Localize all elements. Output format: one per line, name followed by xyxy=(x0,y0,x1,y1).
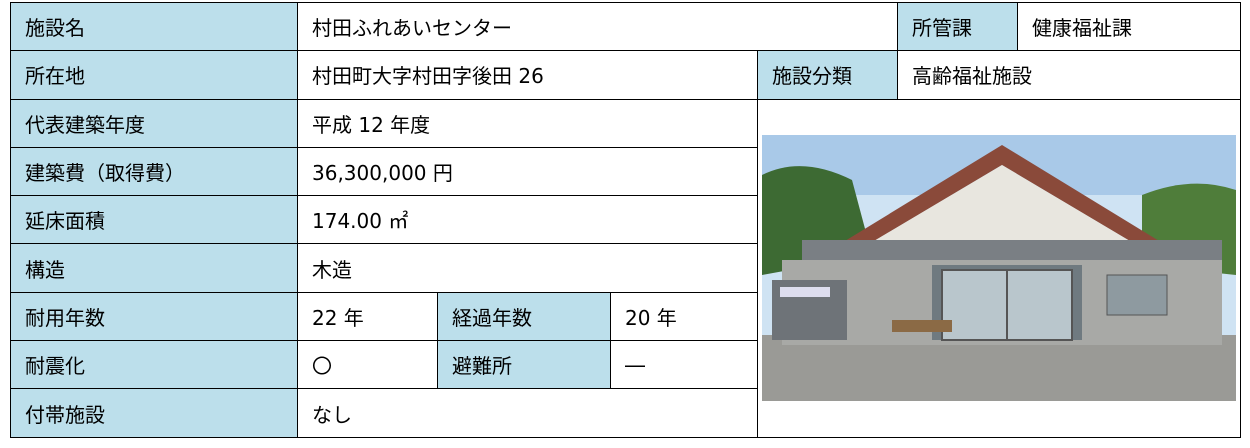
value-cell: ― xyxy=(610,340,758,390)
label-cell: 代表建築年度 xyxy=(10,98,298,148)
row: 建築費（取得費） 36,300,000 円 xyxy=(10,146,1241,197)
facility-table: 施設名 村田ふれあいセンター 所管課 健康福祉課 所在地 村田町大字村田字後田 … xyxy=(10,1,1241,438)
value-cell: 36,300,000 円 xyxy=(297,146,758,197)
row: 延床面積 174.00 ㎡ xyxy=(10,195,1241,245)
row: 耐震化 〇 避難所 ― xyxy=(10,340,1241,390)
label-cell: 耐震化 xyxy=(10,340,298,390)
label-cell: 施設分類 xyxy=(757,50,898,100)
value-cell: 健康福祉課 xyxy=(1017,1,1241,52)
row: 付帯施設 なし xyxy=(10,388,1241,438)
label-cell: 所管課 xyxy=(897,1,1018,52)
label-cell: 経過年数 xyxy=(437,291,611,342)
label-cell: 施設名 xyxy=(10,1,298,52)
label-cell: 避難所 xyxy=(437,340,611,390)
label-cell: 構造 xyxy=(10,243,298,293)
label-cell: 延床面積 xyxy=(10,195,298,245)
row: 施設名 村田ふれあいセンター 所管課 健康福祉課 xyxy=(10,1,1241,52)
label-cell: 建築費（取得費） xyxy=(10,146,298,197)
row: 代表建築年度 平成 12 年度 xyxy=(10,98,1241,438)
label-cell: 所在地 xyxy=(10,50,298,100)
value-cell: 〇 xyxy=(297,340,438,390)
value-cell: なし xyxy=(297,388,758,438)
value-cell: 木造 xyxy=(297,243,758,293)
value-cell: 村田町大字村田字後田 26 xyxy=(297,50,758,100)
label-cell: 耐用年数 xyxy=(10,291,298,342)
value-cell: 平成 12 年度 xyxy=(297,98,758,148)
label-cell: 付帯施設 xyxy=(10,388,298,438)
row: 所在地 村田町大字村田字後田 26 施設分類 高齢福祉施設 xyxy=(10,50,1241,100)
value-cell: 174.00 ㎡ xyxy=(297,195,758,245)
photo-cell xyxy=(757,98,1241,438)
facility-photo xyxy=(762,135,1236,402)
row: 耐用年数 22 年 経過年数 20 年 xyxy=(10,291,1241,342)
value-cell: 20 年 xyxy=(610,291,758,342)
value-cell: 村田ふれあいセンター xyxy=(297,1,898,52)
value-cell: 高齢福祉施設 xyxy=(897,50,1241,100)
value-cell: 22 年 xyxy=(297,291,438,342)
